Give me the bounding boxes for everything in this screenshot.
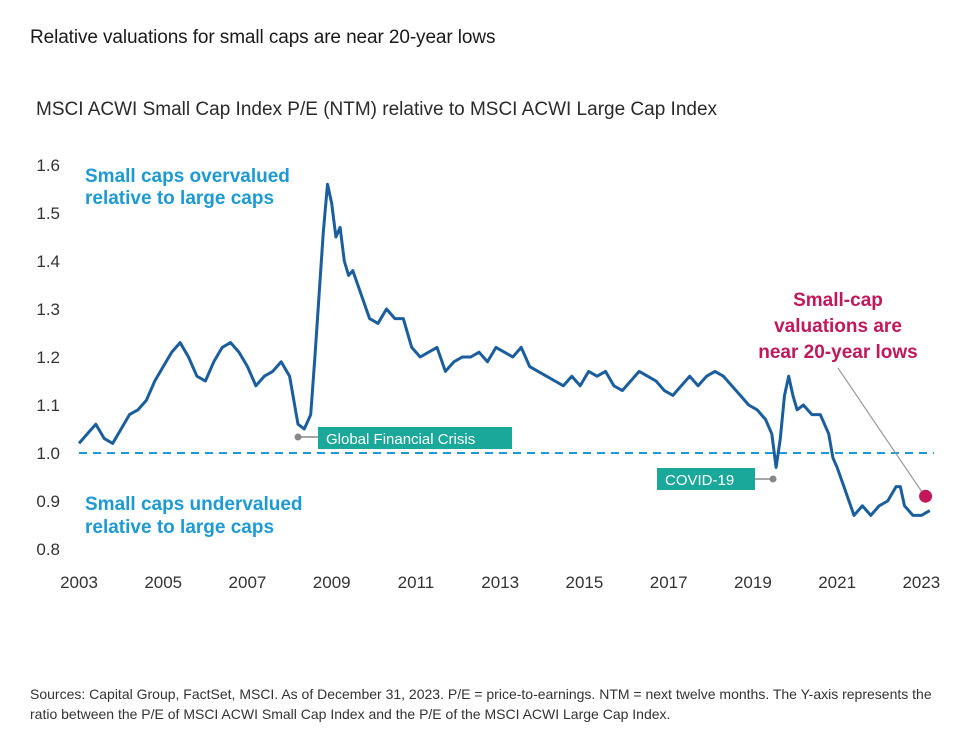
x-tick-label: 2021 [818,573,856,592]
gfc-dot [294,433,302,441]
x-tick-label: 2003 [60,573,98,592]
y-tick-label: 1.2 [36,348,60,367]
y-tick-label: 1.0 [36,444,60,463]
covid-label-box [657,468,755,490]
x-tick-label: 2005 [144,573,182,592]
x-tick-label: 2017 [650,573,688,592]
x-tick-label: 2007 [229,573,267,592]
x-tick-label: 2019 [734,573,772,592]
annotation-lows-line1: Small-cap [793,290,883,311]
footnote: Sources: Capital Group, FactSet, MSCI. A… [30,686,932,722]
gfc-label: Global Financial Crisis [326,431,475,448]
gfc-callout: Global Financial Crisis [294,427,512,449]
y-tick-label: 1.6 [36,156,60,175]
annotation-lows-line2: valuations are [774,316,902,337]
x-axis-ticks: 2003 2005 2007 2009 2011 2013 2015 2017 2019 2021… [60,573,940,592]
y-tick-label: 0.9 [36,492,60,511]
x-tick-label: 2015 [566,573,604,592]
lows-leader [837,367,923,493]
covid-label: COVID-19 [665,472,734,489]
highlight-point [919,489,933,503]
annotation-lows-line3: near 20-year lows [758,342,917,363]
y-tick-label: 1.1 [36,396,60,415]
annotation-overvalued-line1: Small caps overvalued [85,166,290,187]
annotation-undervalued-line2: relative to large caps [85,517,274,538]
y-tick-label: 1.3 [36,300,60,319]
y-tick-label: 1.4 [36,252,60,271]
headline: Relative valuations for small caps are n… [30,27,496,48]
annotation-undervalued-line1: Small caps undervalued [85,494,303,515]
y-tick-label: 0.8 [36,540,60,559]
chart-title: MSCI ACWI Small Cap Index P/E (NTM) rela… [36,99,718,120]
x-tick-label: 2009 [313,573,351,592]
series-line [77,182,931,517]
y-tick-label: 1.5 [36,204,60,223]
y-axis-ticks: 0.8 0.9 1.0 1.1 1.2 1.3 1.4 1.5 1.6 [36,156,60,559]
gfc-label-box [318,427,512,449]
x-tick-label: 2013 [481,573,519,592]
x-tick-label: 2023 [902,573,940,592]
covid-callout: COVID-19 [657,468,777,490]
covid-dot [769,475,777,483]
annotation-overvalued-line2: relative to large caps [85,188,274,209]
x-tick-label: 2011 [398,573,435,592]
